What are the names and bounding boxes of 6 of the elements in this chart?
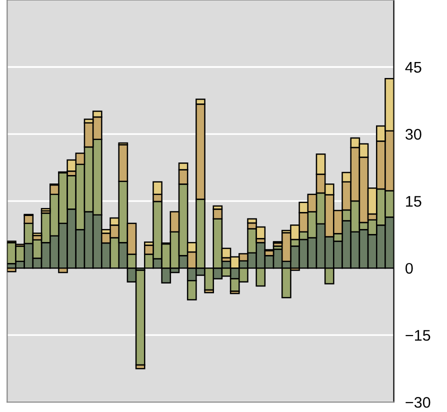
y-tick-label: −15 xyxy=(406,330,430,341)
y-tick-label: 45 xyxy=(405,62,422,73)
y-tick-label: −30 xyxy=(406,396,430,408)
y-tick-label: 30 xyxy=(406,128,422,140)
y-tick-label: 15 xyxy=(406,196,422,207)
y-tick-label: 0 xyxy=(406,262,413,274)
